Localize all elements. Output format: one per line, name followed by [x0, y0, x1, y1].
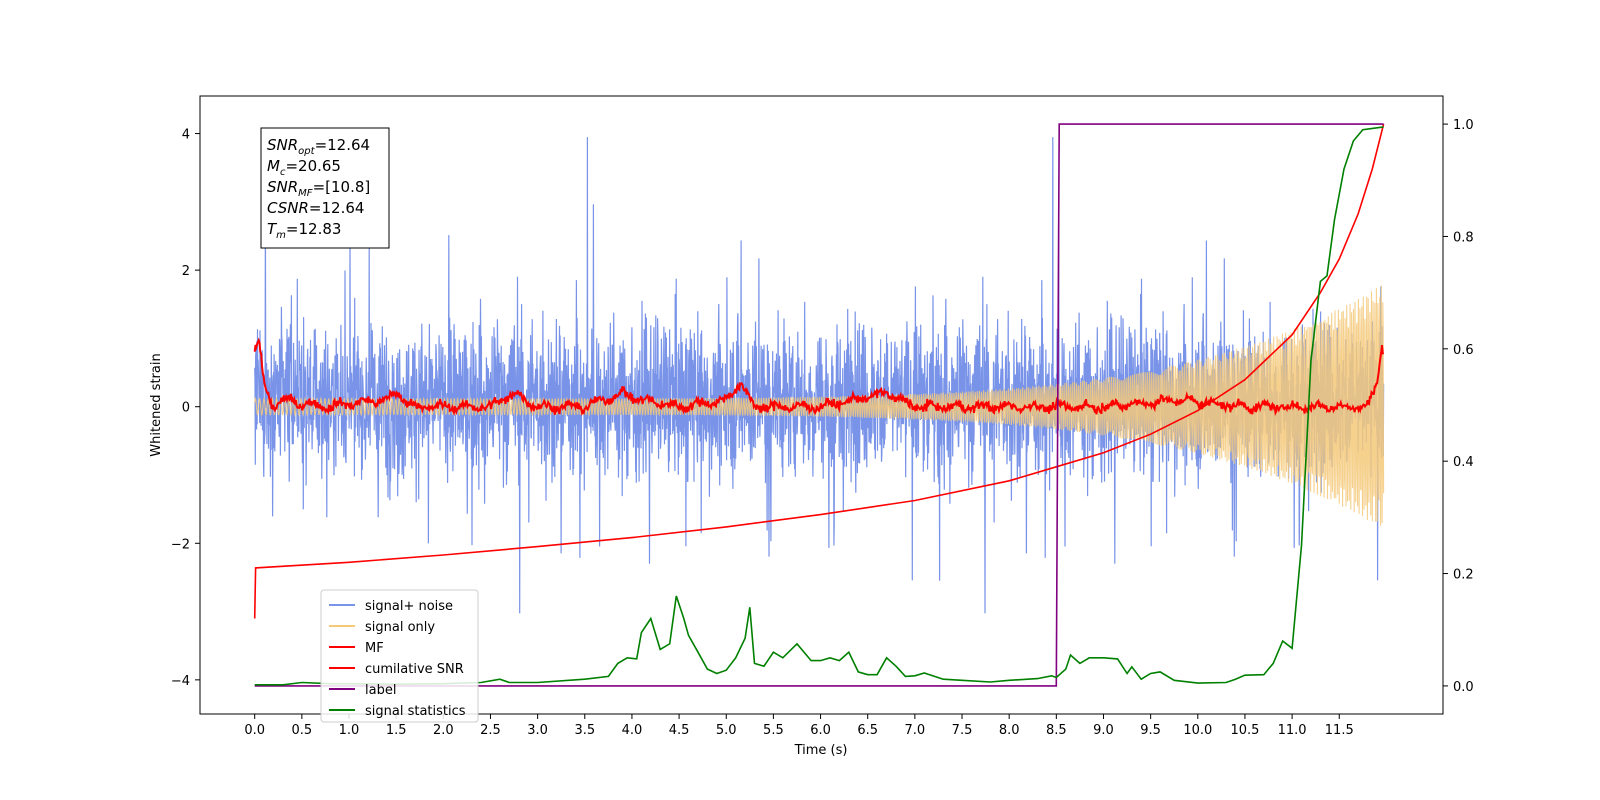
legend: signal+ noise signal only MF cumilative SNR…	[320, 589, 479, 723]
y-tick-label: −4	[171, 674, 190, 689]
annotation-line: CSNR=12.64	[267, 199, 364, 217]
x-axis-ticks: 0.0 0.5 1.0 1.5 2.0 2.5 3.0 3.5 4.0 4.5 5.0 5.5 6.0 6…	[244, 714, 1354, 738]
x-tick-label: 4.5	[669, 723, 690, 738]
x-tick-label: 9.5	[1140, 723, 1161, 738]
x-tick-label: 0.5	[292, 723, 313, 738]
x-tick-label: 4.0	[622, 723, 643, 738]
plot-frame	[199, 95, 1444, 715]
x-tick-label: 10.0	[1183, 723, 1212, 738]
x-tick-label: 7.5	[952, 723, 973, 738]
legend-label: cumilative SNR	[365, 662, 464, 677]
annotation-line: Tm=12.83	[267, 220, 341, 241]
x-tick-label: 6.0	[810, 723, 831, 738]
x-tick-label: 3.5	[574, 723, 595, 738]
y-tick-label: −2	[171, 537, 190, 552]
x-tick-label: 1.5	[386, 723, 407, 738]
x-tick-label: 5.0	[716, 723, 737, 738]
annotation-box: SNRopt=12.64Mc=20.65SNRMF=[10.8]CSNR=12.…	[260, 127, 390, 249]
x-tick-label: 11.0	[1278, 723, 1307, 738]
y-axis-ticks: −4 −2 0 2 4	[171, 128, 200, 689]
x-tick-label: 9.0	[1093, 723, 1114, 738]
y2-tick-label: 0.4	[1453, 455, 1474, 470]
series-signal-statistics	[254, 126, 1384, 686]
series-mf	[253, 337, 1385, 417]
x-tick-label: 0.0	[244, 723, 265, 738]
x-tick-label: 1.0	[339, 723, 360, 738]
y2-tick-label: 1.0	[1453, 118, 1474, 133]
x-tick-label: 2.0	[433, 723, 454, 738]
series-layer	[253, 123, 1385, 687]
x-tick-label: 10.5	[1230, 723, 1259, 738]
series-cumulative-snr	[253, 123, 1385, 619]
x-tick-label: 6.5	[857, 723, 878, 738]
x-tick-label: 3.0	[527, 723, 548, 738]
x-tick-label: 7.0	[905, 723, 926, 738]
x-tick-label: 8.0	[999, 723, 1020, 738]
y-axis-label: Whitened strain	[149, 353, 164, 456]
y2-tick-label: 0.2	[1453, 568, 1474, 583]
legend-label: label	[365, 683, 396, 698]
legend-label: signal only	[365, 620, 435, 635]
annotation-line: SNRopt=12.64	[267, 136, 370, 157]
legend-label: signal+ noise	[365, 599, 453, 614]
y-tick-label: 4	[182, 128, 190, 143]
x-tick-label: 11.5	[1325, 723, 1354, 738]
y2-axis-ticks: 0.0 0.2 0.4 0.6 0.8 1.0	[1443, 118, 1474, 695]
x-axis-label: Time (s)	[794, 743, 848, 758]
x-tick-label: 8.5	[1046, 723, 1067, 738]
annotation-line: SNRMF=[10.8]	[267, 178, 370, 199]
y2-tick-label: 0.0	[1453, 680, 1474, 695]
y2-tick-label: 0.6	[1453, 343, 1474, 358]
legend-label: MF	[365, 641, 384, 656]
y-tick-label: 0	[182, 401, 190, 416]
annotation-lines: SNRopt=12.64Mc=20.65SNRMF=[10.8]CSNR=12.…	[267, 136, 370, 241]
x-tick-label: 5.5	[763, 723, 784, 738]
legend-items: signal+ noise signal only MF cumilative SNR…	[329, 599, 466, 719]
series-label	[254, 123, 1384, 687]
y-tick-label: 2	[182, 264, 190, 279]
annotation-line: Mc=20.65	[267, 157, 341, 178]
y2-tick-label: 0.8	[1453, 230, 1474, 245]
x-tick-label: 2.5	[480, 723, 501, 738]
series-signal-only	[254, 285, 1385, 526]
legend-label: signal statistics	[365, 704, 466, 719]
legend-frame	[320, 589, 479, 723]
